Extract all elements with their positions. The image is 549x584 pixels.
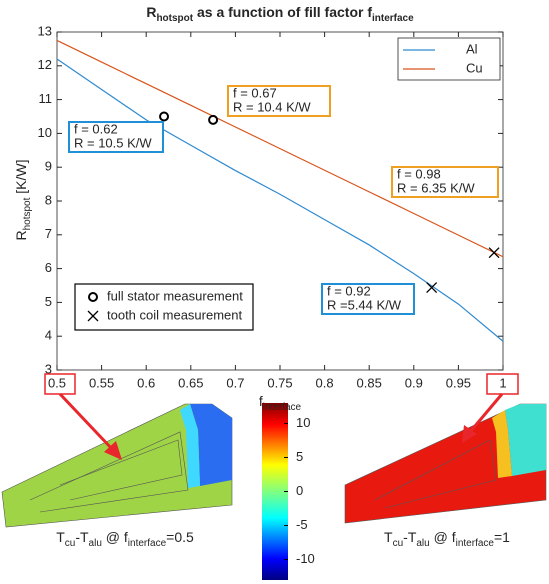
colorbar-tick-label: -10 <box>296 551 315 566</box>
chart-title-part: as a function of fill factor f <box>193 4 372 20</box>
caption-part: alu <box>89 538 102 549</box>
annotation-text: R = 6.35 K/W <box>397 180 475 195</box>
chart-title-part: hotspot <box>156 13 193 24</box>
colorbar-tick-label: -5 <box>296 517 308 532</box>
caption-part: =1 <box>494 529 510 545</box>
annotation-text: f = 0.92 <box>327 283 371 298</box>
colorbar-tick-label: 5 <box>296 449 303 464</box>
y-tick-label: 12 <box>38 57 52 72</box>
x-tick-label: 0.65 <box>178 375 203 390</box>
caption-part: interface <box>456 538 495 549</box>
annotation-text: R = 10.4 K/W <box>233 99 311 114</box>
x-axis-label-part: interface <box>263 402 302 413</box>
marker-legend-label: tooth coil measurement <box>107 307 243 322</box>
figure: Rhotspot as a function of fill factor fi… <box>0 0 549 584</box>
caption-part: -T <box>403 529 417 545</box>
y-tick-label: 6 <box>45 260 52 275</box>
chart-title-part: R <box>146 4 156 20</box>
y-tick-label: 7 <box>45 226 52 241</box>
chart-title-part: interface <box>372 13 414 24</box>
x-tick-label: 0.85 <box>357 375 382 390</box>
annotation-text: R =5.44 K/W <box>327 297 402 312</box>
y-tick-label: 10 <box>38 125 52 140</box>
x-tick-label: 0.9 <box>405 375 423 390</box>
x-tick-label: 0.55 <box>89 375 114 390</box>
x-tick-label: 0.95 <box>446 375 471 390</box>
annotation-text: f = 0.67 <box>233 85 277 100</box>
y-tick-label: 4 <box>45 328 52 343</box>
marker-legend-label: full stator measurement <box>107 288 243 303</box>
x-tick-label: 0.8 <box>316 375 334 390</box>
x-tick-label: 0.75 <box>267 375 292 390</box>
y-tick-label: 13 <box>38 23 52 38</box>
colorbar-tick-label: 10 <box>296 415 310 430</box>
legend <box>398 38 500 80</box>
legend-label: Al <box>466 41 478 56</box>
caption-part: @ f <box>430 529 456 545</box>
caption-part: @ f <box>102 529 128 545</box>
y-tick-label: 8 <box>45 192 52 207</box>
x-tick-label: 0.6 <box>137 375 155 390</box>
y-axis-label-part: hotspot <box>22 197 33 230</box>
y-tick-label: 11 <box>39 91 53 106</box>
annotation-text: R = 10.5 K/W <box>74 135 152 150</box>
caption-part: cu <box>65 538 76 549</box>
caption-part: alu <box>416 538 429 549</box>
y-tick-label: 9 <box>45 159 52 174</box>
caption-part: =0.5 <box>166 529 194 545</box>
colorbar-tick-label: 0 <box>296 483 303 498</box>
x-tick-label: 0.7 <box>226 375 244 390</box>
y-axis-label-part: [K/W] <box>13 159 29 197</box>
caption-part: cu <box>393 538 404 549</box>
y-tick-label: 5 <box>45 294 52 309</box>
y-axis-label-part: R <box>13 230 29 240</box>
caption-part: interface <box>128 538 167 549</box>
caption-part: -T <box>75 529 89 545</box>
legend-label: Cu <box>466 60 483 75</box>
x-tick-label: 1 <box>499 375 506 390</box>
x-tick-label: 0.5 <box>48 375 66 390</box>
annotation-text: f = 0.98 <box>397 166 441 181</box>
annotation-text: f = 0.62 <box>74 121 118 136</box>
